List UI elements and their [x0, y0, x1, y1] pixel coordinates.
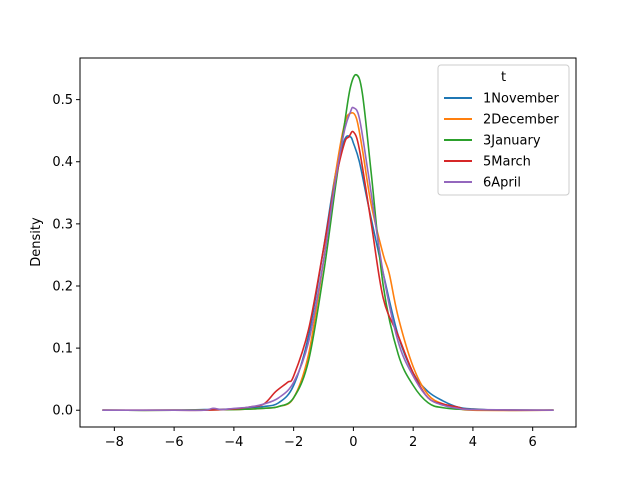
- x-axis: −8 −6 −4 −2 0 2 4 6: [105, 427, 537, 450]
- y-tick-label: 0.5: [52, 93, 73, 108]
- legend-entry: 3January: [483, 134, 541, 149]
- legend-entry: 6April: [483, 176, 521, 191]
- legend-title: t: [501, 70, 506, 85]
- x-tick-label: −6: [165, 435, 184, 450]
- x-tick-label: −8: [105, 435, 124, 450]
- x-tick-label: −4: [224, 435, 243, 450]
- series-line-6April: [102, 106, 554, 412]
- y-tick-label: 0.4: [52, 155, 73, 170]
- x-tick-label: 4: [469, 435, 477, 450]
- y-tick-label: 0.2: [52, 279, 73, 294]
- plot-frame: [79, 57, 577, 428]
- legend-entry: 5March: [483, 155, 531, 170]
- legend: t 1November 2December 3January 5March 6April: [437, 64, 570, 196]
- y-tick-label: 0.0: [52, 404, 73, 419]
- y-axis-label: Density: [29, 217, 44, 267]
- legend-entry: 2December: [483, 113, 559, 128]
- x-tick-label: 2: [409, 435, 417, 450]
- x-tick-label: 6: [529, 435, 537, 450]
- series-line-3January: [102, 73, 554, 412]
- y-axis: 0.0 0.1 0.2 0.3 0.4 0.5: [52, 93, 80, 419]
- x-tick-label: 0: [349, 435, 357, 450]
- y-tick-label: 0.3: [52, 217, 73, 232]
- y-tick-label: 0.1: [52, 342, 73, 357]
- legend-entry: 1November: [483, 92, 560, 107]
- x-tick-label: −2: [284, 435, 303, 450]
- series-layer: [102, 73, 554, 412]
